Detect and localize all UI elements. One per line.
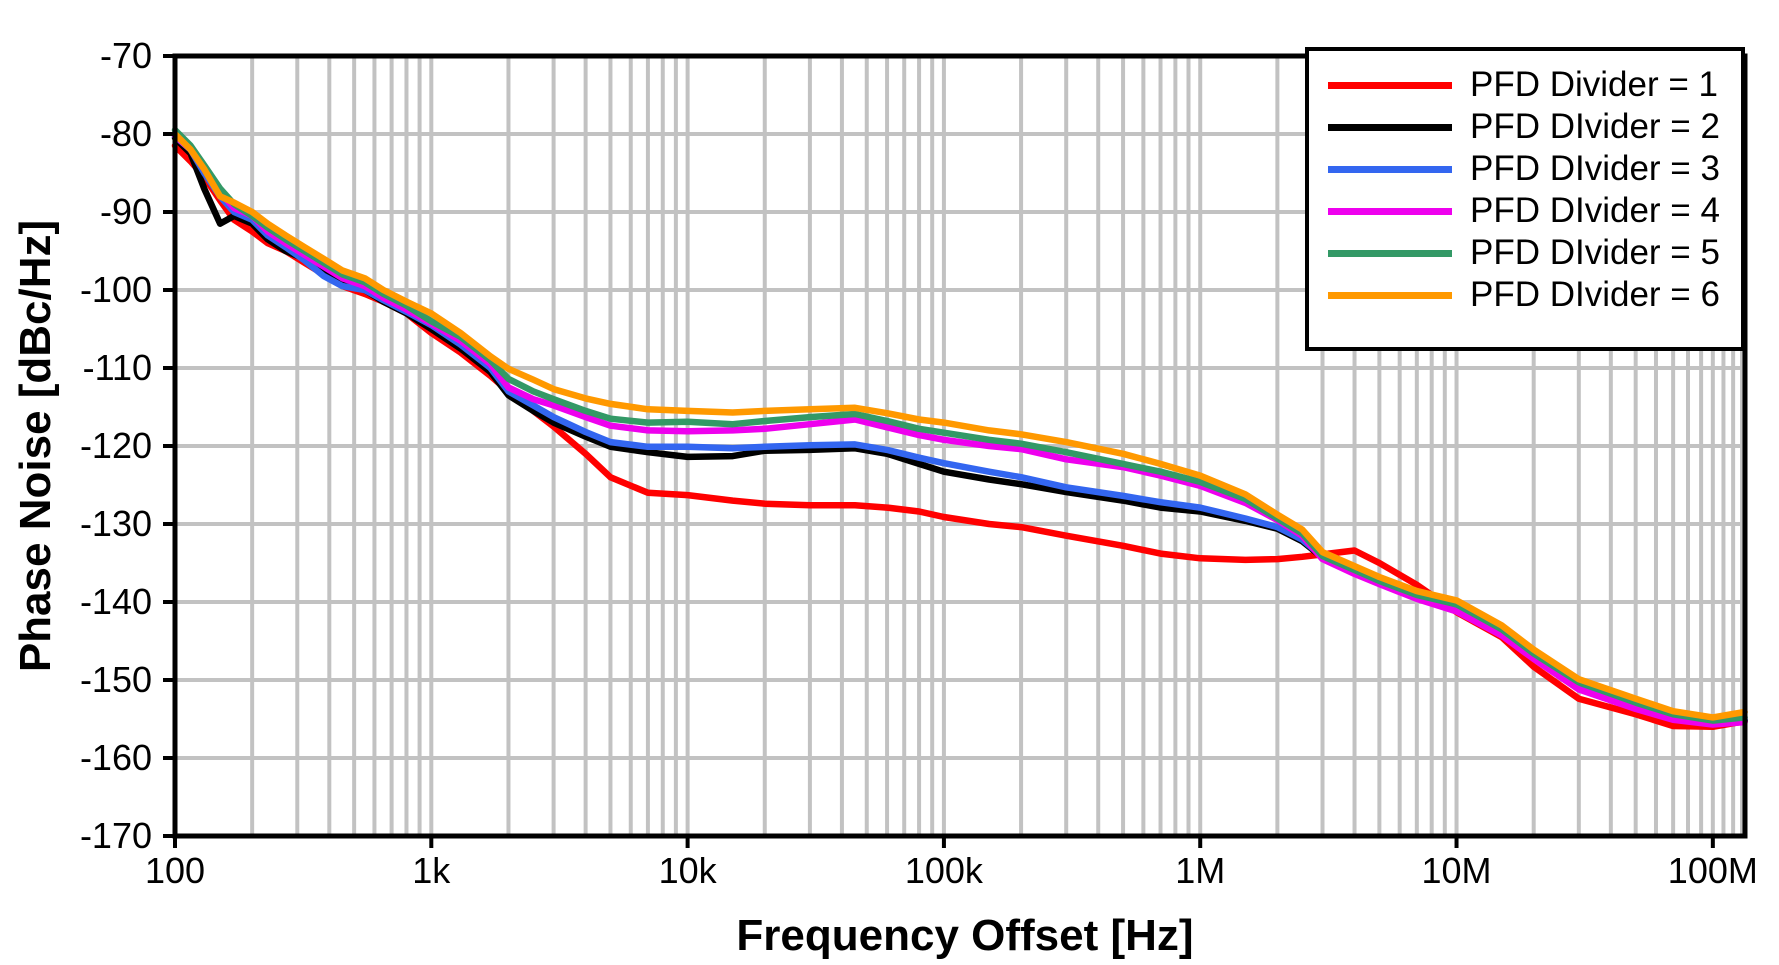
y-axis-title: Phase Noise [dBc/Hz] xyxy=(11,219,60,673)
x-tick-label: 100 xyxy=(144,850,206,891)
x-tick-label: 1k xyxy=(412,850,451,891)
x-axis-title: Frequency Offset [Hz] xyxy=(736,911,1194,960)
legend-label: PFD DIvider = 3 xyxy=(1470,149,1720,188)
legend-swatch-black xyxy=(1328,123,1452,131)
legend: PFD Divider = 1 PFD DIvider = 2 PFD DIvi… xyxy=(1305,47,1745,351)
y-tick-label: -170 xyxy=(79,815,152,856)
y-tick-label: -90 xyxy=(99,191,152,232)
legend-label: PFD DIvider = 4 xyxy=(1470,191,1720,230)
legend-item-pfd-2: PFD DIvider = 2 xyxy=(1309,106,1741,148)
y-tick-label: -70 xyxy=(99,35,152,76)
legend-label: PFD DIvider = 2 xyxy=(1470,107,1720,146)
legend-label: PFD Divider = 1 xyxy=(1470,65,1718,104)
x-tick-label: 10k xyxy=(658,850,717,891)
legend-swatch-blue xyxy=(1328,165,1452,173)
y-tick-label: -120 xyxy=(79,425,152,466)
y-tick-label: -80 xyxy=(99,113,152,154)
legend-label: PFD DIvider = 6 xyxy=(1470,275,1720,314)
y-tick-label: -140 xyxy=(79,581,152,622)
x-tick-label: 100k xyxy=(904,850,983,891)
y-tick-label: -150 xyxy=(79,659,152,700)
series-line-5 xyxy=(171,126,1748,724)
legend-item-pfd-6: PFD DIvider = 6 xyxy=(1309,274,1741,316)
legend-item-pfd-1: PFD Divider = 1 xyxy=(1309,64,1741,106)
legend-item-pfd-4: PFD DIvider = 4 xyxy=(1309,190,1741,232)
legend-swatch-green xyxy=(1328,249,1452,257)
y-tick-label: -110 xyxy=(82,347,152,388)
x-tick-label: 10M xyxy=(1421,850,1492,891)
legend-swatch-red xyxy=(1328,81,1452,89)
y-tick-label: -100 xyxy=(79,269,152,310)
legend-swatch-magenta xyxy=(1328,207,1452,215)
legend-swatch-orange xyxy=(1328,291,1452,299)
legend-label: PFD DIvider = 5 xyxy=(1470,233,1720,272)
x-tick-label: 1M xyxy=(1175,850,1226,891)
x-tick-label: 100M xyxy=(1667,850,1758,891)
legend-item-pfd-3: PFD DIvider = 3 xyxy=(1309,148,1741,190)
y-tick-label: -160 xyxy=(79,737,152,778)
series-line-4 xyxy=(171,132,1748,728)
plot-border xyxy=(172,53,1748,839)
series-line-6 xyxy=(171,130,1748,721)
legend-item-pfd-5: PFD DIvider = 5 xyxy=(1309,232,1741,274)
y-tick-label: -130 xyxy=(79,503,152,544)
